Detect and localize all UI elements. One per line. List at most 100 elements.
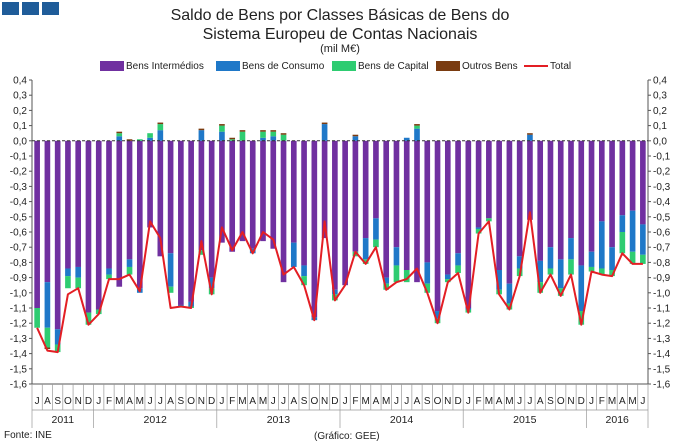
bar-segment — [393, 247, 400, 266]
bar-segment — [85, 312, 92, 325]
y-tick-label: -0,2 — [10, 167, 28, 178]
x-tick-label: D — [454, 396, 461, 407]
bar-segment — [95, 140, 102, 310]
legend-item-total: Total — [524, 58, 571, 74]
x-tick-label: A — [44, 396, 51, 407]
legend-label: Bens de Consumo — [242, 60, 325, 72]
bar-segment — [167, 286, 174, 293]
x-tick-label: M — [382, 396, 390, 407]
bar-segment — [147, 133, 153, 138]
chart-title-line2: Sistema Europeu de Contas Nacionais — [202, 26, 478, 43]
legend-label: Outros Bens — [462, 60, 518, 72]
bar-segment — [75, 140, 82, 267]
x-tick-label: S — [424, 396, 431, 407]
y-tick-label: -0,5 — [653, 212, 671, 223]
chart-title-line1: Saldo de Bens por Classes Básicas de Ben… — [170, 7, 510, 24]
bar-segment — [290, 242, 297, 267]
logo-block — [42, 2, 59, 15]
bar-segment — [486, 140, 492, 219]
year-label: 2012 — [144, 414, 168, 426]
bar-segment — [527, 133, 533, 135]
y-tick-label: -1,1 — [10, 304, 28, 315]
bar-segment — [239, 130, 246, 132]
bar-segment — [126, 139, 133, 141]
x-tick-label: F — [352, 396, 358, 407]
x-tick-label: D — [331, 396, 338, 407]
bar-segment — [34, 308, 40, 328]
x-tick-label: J — [404, 396, 409, 407]
bar-segment — [609, 140, 615, 248]
bar-segment — [383, 277, 390, 284]
x-tick-label: J — [219, 396, 224, 407]
bar-segment — [537, 140, 544, 261]
y-tick-label: 0,1 — [13, 121, 27, 132]
bar-segment — [619, 140, 626, 216]
x-tick-label: N — [321, 396, 328, 407]
bar-segment — [219, 131, 225, 141]
bar-segment — [34, 140, 40, 308]
y-tick-label: -0,9 — [10, 273, 28, 284]
bar-segment — [403, 140, 410, 270]
bar-segment — [373, 140, 379, 219]
bar-segment — [178, 140, 184, 305]
y-tick-label: -0,8 — [653, 258, 671, 269]
bar-segment — [444, 274, 451, 280]
bar-segment — [362, 238, 369, 260]
x-tick-label: A — [167, 396, 174, 407]
bar-segment — [352, 134, 359, 137]
y-tick-label: -0,8 — [10, 258, 28, 269]
bar-segment — [455, 253, 461, 266]
y-tick-label: -0,2 — [653, 167, 671, 178]
x-tick-label: A — [537, 396, 544, 407]
y-tick-label: -1,3 — [10, 334, 28, 345]
y-tick-label: -1,3 — [653, 334, 671, 345]
bar-segment — [208, 277, 215, 289]
x-tick-label: J — [158, 396, 163, 407]
bar-segment — [44, 282, 51, 328]
x-tick-label: F — [476, 396, 482, 407]
bar-segment — [260, 130, 266, 132]
bar-segment — [229, 140, 236, 252]
year-label: 2014 — [390, 414, 414, 426]
bar-segment — [578, 140, 585, 266]
bar-segment — [229, 139, 236, 141]
bar-segment — [629, 210, 636, 252]
bar-segment — [270, 130, 277, 132]
bar-segment — [85, 140, 92, 313]
bar-segment — [75, 266, 82, 278]
bar-segment — [568, 259, 574, 275]
x-tick-label: J — [343, 396, 348, 407]
y-tick-label: 0,1 — [653, 121, 667, 132]
x-tick-label: M — [136, 396, 144, 407]
bar-segment — [65, 140, 71, 269]
legend-swatch-intermedios — [100, 61, 124, 71]
bar-segment — [54, 140, 61, 330]
y-tick-label: -1,0 — [10, 288, 28, 299]
y-tick-label: -1,4 — [653, 349, 671, 360]
bar-segment — [116, 136, 123, 141]
source-note: Fonte: INE — [4, 430, 52, 441]
bar-segment — [506, 283, 513, 304]
legend-item-intermedios: Bens Intermédios — [100, 58, 204, 74]
y-tick-label: -0,5 — [10, 212, 28, 223]
x-tick-label: A — [373, 396, 380, 407]
bar-segment — [239, 131, 246, 141]
bar-segment — [557, 140, 564, 260]
bar-segment — [342, 140, 348, 286]
chart-title: Saldo de Bens por Classes Básicas de Ben… — [0, 6, 680, 44]
bar-segment — [157, 122, 164, 125]
bar-segment — [65, 268, 71, 277]
y-tick-label: -1,0 — [653, 288, 671, 299]
bar-segment — [598, 140, 605, 222]
legend-label: Total — [550, 60, 572, 72]
bar-segment — [270, 131, 277, 137]
bar-segment — [547, 247, 554, 269]
bar-segment — [403, 137, 410, 141]
bar-segment — [362, 259, 369, 264]
y-tick-label: -0,4 — [653, 197, 671, 208]
y-tick-label: 0,2 — [13, 106, 27, 117]
bar-segment — [219, 125, 225, 132]
bar-segment — [54, 329, 61, 345]
y-tick-label: 0,3 — [13, 91, 27, 102]
